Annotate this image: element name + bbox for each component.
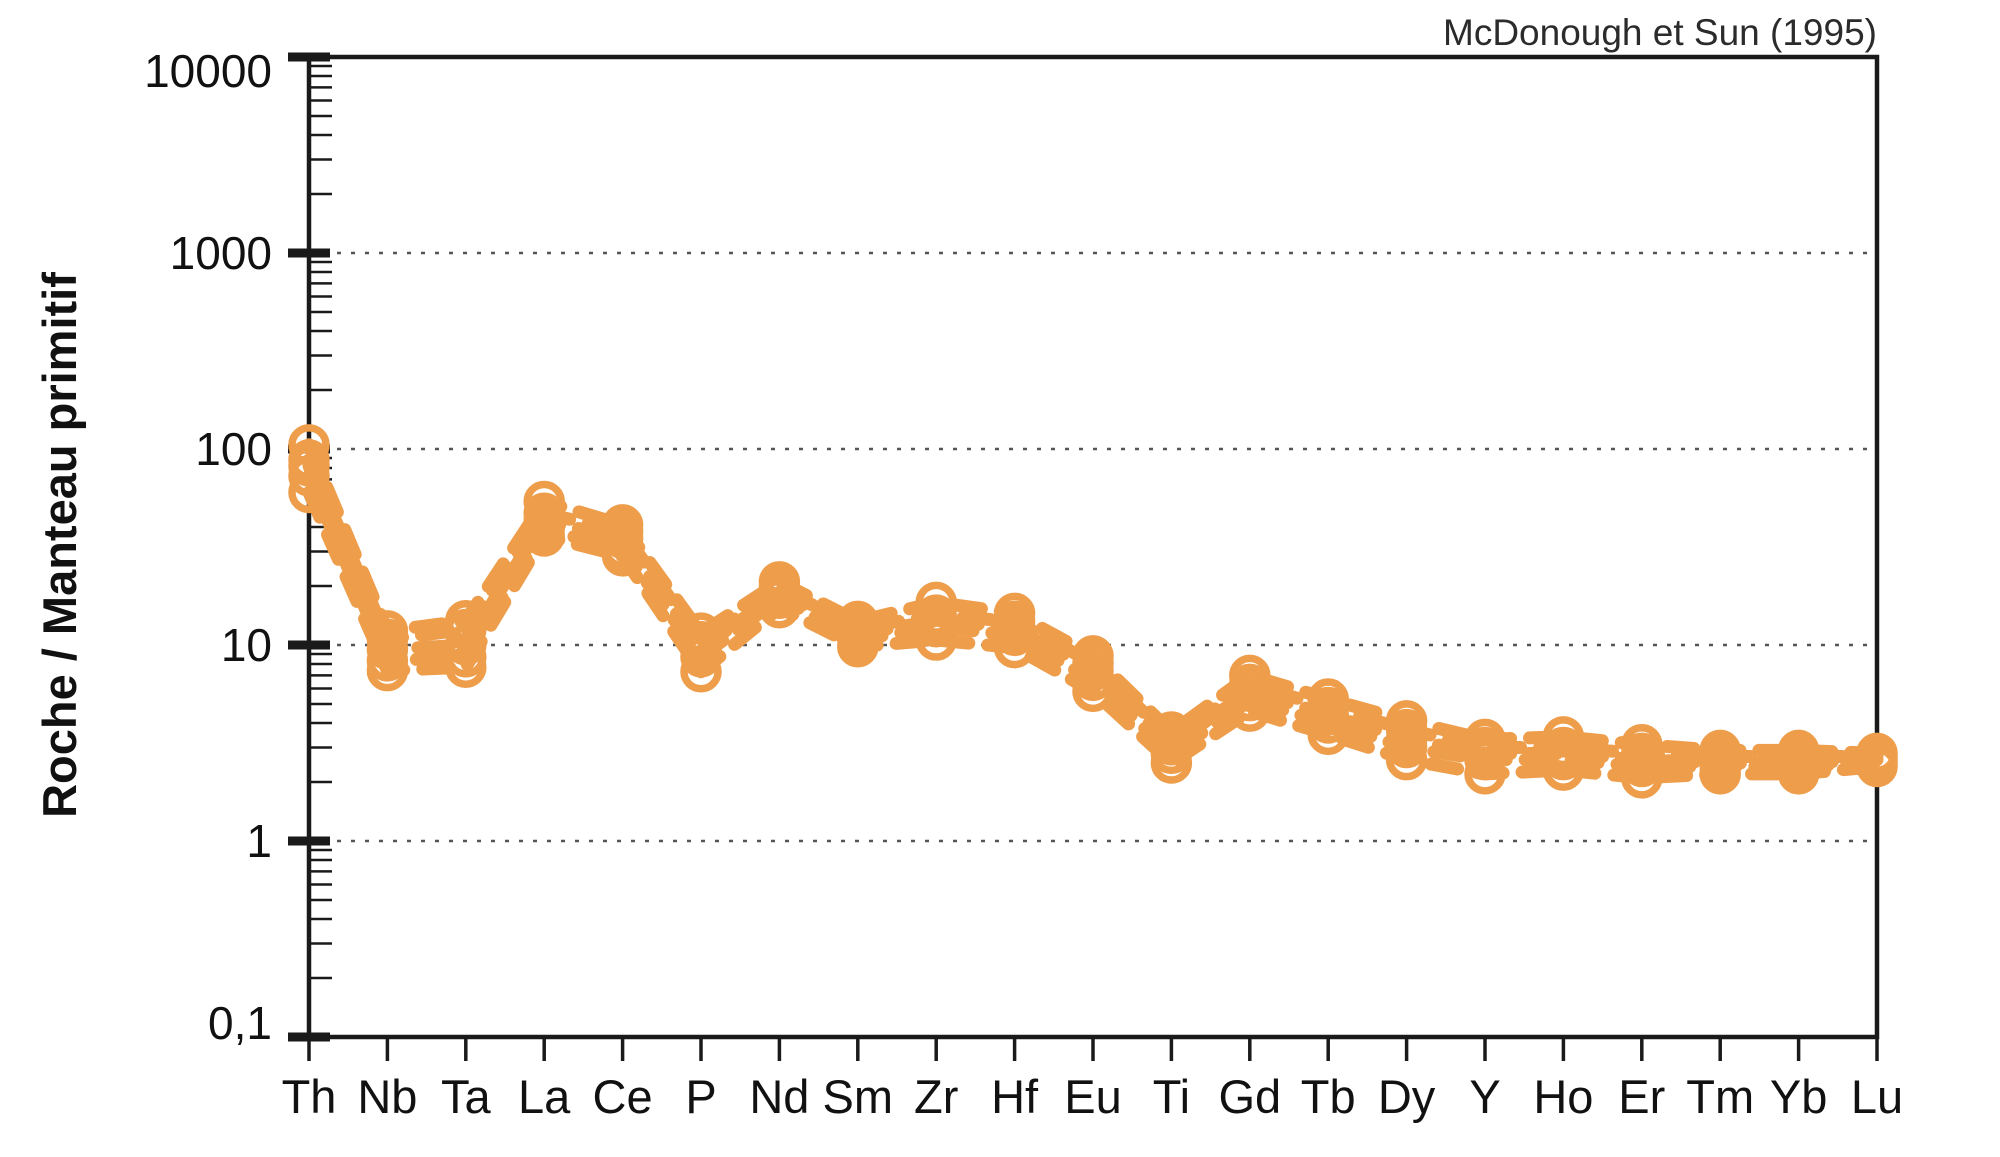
data-point-marker (288, 455, 330, 497)
y-tick-label: 1000 (170, 227, 272, 279)
data-point-marker (1856, 745, 1898, 788)
data-point-marker (915, 619, 957, 661)
x-tick-label: Dy (1378, 1070, 1436, 1123)
data-point-marker (758, 586, 801, 629)
data-point-marker (1150, 742, 1193, 784)
data-point-marker (993, 626, 1036, 669)
x-tick-label: Nd (749, 1070, 809, 1123)
series-line (302, 486, 1884, 785)
x-tick-label: La (518, 1070, 571, 1123)
x-tick-label: Yb (1770, 1070, 1828, 1123)
data-point-marker (366, 649, 409, 692)
x-tick-label: Ho (1533, 1070, 1593, 1123)
data-point-marker (680, 636, 722, 678)
data-point-marker (680, 651, 722, 693)
data-point-marker (445, 608, 487, 651)
y-tick-label: 1 (246, 815, 272, 867)
data-point-marker (1385, 738, 1428, 781)
x-tick-label: Th (282, 1070, 337, 1123)
data-point-marker (288, 471, 330, 514)
series-markers (288, 424, 1898, 799)
x-tick-label: P (685, 1070, 716, 1123)
x-tick-label: Y (1469, 1070, 1500, 1123)
data-point-marker (1307, 713, 1349, 756)
data-point-marker (523, 515, 565, 557)
y-tick-label: 0,1 (208, 997, 272, 1049)
x-tick-label: Nb (357, 1070, 417, 1123)
data-point-marker (993, 614, 1036, 657)
y-axis-tick-labels: 10000 1000 100 10 1 0,1 (144, 45, 272, 1049)
data-point-marker (445, 646, 487, 688)
x-tick-label: Er (1618, 1070, 1665, 1123)
x-tick-label: Ta (441, 1070, 492, 1123)
data-point-marker (1699, 753, 1741, 795)
y-tick-label: 100 (195, 423, 272, 475)
data-point-marker (1621, 757, 1663, 799)
x-tick-label: Eu (1064, 1070, 1122, 1123)
plot-frame (306, 54, 1880, 1040)
data-point-marker (915, 605, 957, 648)
x-tick-label: Hf (991, 1070, 1039, 1123)
x-tick-label: Zr (914, 1070, 958, 1123)
data-point-marker (601, 535, 644, 577)
x-axis-ticks (307, 1037, 1879, 1061)
x-tick-label: Gd (1218, 1070, 1281, 1123)
y-tick-label: 10000 (144, 45, 272, 97)
x-tick-label: Lu (1851, 1070, 1903, 1123)
data-point-marker (1072, 670, 1114, 713)
data-point-marker (1777, 753, 1820, 795)
data-point-marker (1542, 749, 1585, 791)
data-point-marker (1464, 753, 1506, 795)
y-tick-label: 10 (221, 619, 272, 671)
chart-source-label: McDonough et Sun (1995) (1443, 12, 1877, 53)
x-tick-label: Tb (1301, 1070, 1356, 1123)
data-point-marker (1385, 726, 1428, 769)
x-tick-label: Ce (593, 1070, 653, 1123)
data-point-marker (1229, 690, 1271, 732)
x-tick-label: Sm (823, 1070, 894, 1123)
data-point-marker (837, 625, 879, 668)
x-axis-tick-labels: Th Nb Ta La Ce P Nd Sm Zr Hf Eu Ti Gd Tb Dy Y Ho Er Tm Yb Lu (282, 1070, 1904, 1123)
x-tick-label: Ti (1153, 1070, 1190, 1123)
x-tick-label: Tm (1686, 1070, 1754, 1123)
data-point-marker (1464, 738, 1506, 781)
